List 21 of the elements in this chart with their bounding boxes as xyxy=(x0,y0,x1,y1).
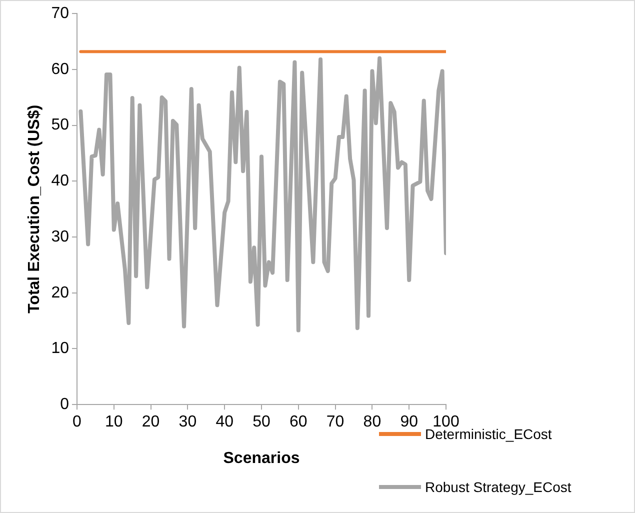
y-tick-label: 0 xyxy=(60,396,70,414)
y-tick-label: 60 xyxy=(51,60,70,78)
x-tick-label: 0 xyxy=(72,414,82,431)
x-tick-label: 80 xyxy=(363,414,382,431)
y-axis-title: Total Execution_Cost (US$) xyxy=(26,104,44,314)
x-tick-label: 50 xyxy=(252,414,270,431)
y-tick-label: 50 xyxy=(51,116,70,134)
x-tick-label: 60 xyxy=(290,414,308,431)
y-tick-label: 10 xyxy=(51,340,70,358)
x-tick-label: 90 xyxy=(400,414,418,431)
x-tick-label: 10 xyxy=(105,414,123,431)
x-tick-label: 40 xyxy=(216,414,234,431)
legend-label: Robust Strategy_ECost xyxy=(425,479,572,495)
x-axis-title: Scenarios xyxy=(223,450,300,467)
y-tick-label: 20 xyxy=(51,284,70,302)
x-tick-label: 70 xyxy=(326,414,344,431)
x-tick-label: 30 xyxy=(178,414,197,431)
y-tick-label: 40 xyxy=(51,172,70,190)
y-tick-label: 70 xyxy=(51,5,70,22)
y-tick-label: 30 xyxy=(51,228,70,246)
x-tick-label: 20 xyxy=(142,414,160,431)
